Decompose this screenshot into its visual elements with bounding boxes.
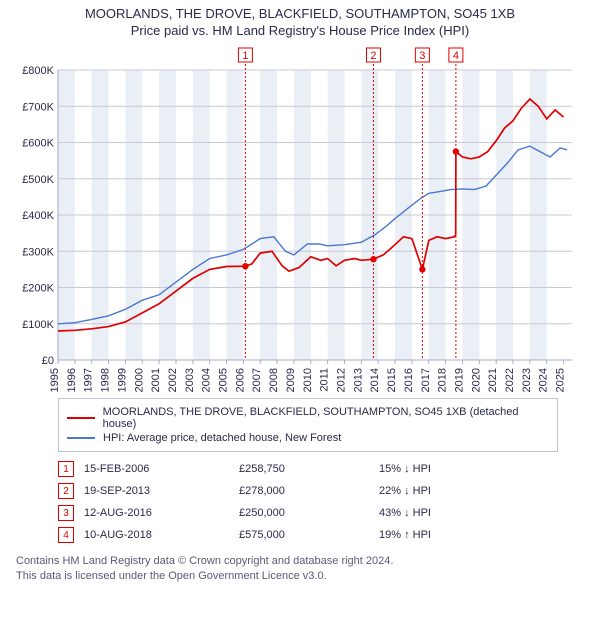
legend-swatch-hpi [67, 437, 95, 439]
legend-swatch-property [67, 417, 95, 419]
svg-text:2001: 2001 [150, 368, 162, 392]
footer-line-1: Contains HM Land Registry data © Crown c… [16, 554, 584, 569]
svg-text:1: 1 [242, 50, 248, 62]
svg-text:£700K: £700K [22, 101, 54, 113]
svg-text:2025: 2025 [555, 368, 567, 392]
svg-text:1996: 1996 [66, 368, 78, 392]
svg-text:£500K: £500K [22, 174, 54, 186]
svg-text:2022: 2022 [504, 368, 516, 392]
svg-text:2002: 2002 [167, 368, 179, 392]
svg-text:£600K: £600K [22, 138, 54, 150]
sale-marker-box: 3 [58, 505, 74, 521]
legend-item-hpi: HPI: Average price, detached house, New … [67, 432, 549, 444]
svg-text:2017: 2017 [420, 368, 432, 392]
svg-text:2016: 2016 [403, 368, 415, 392]
svg-text:2: 2 [370, 50, 376, 62]
svg-text:2003: 2003 [184, 368, 196, 392]
sale-date: 19-SEP-2013 [84, 485, 239, 497]
sale-price: £258,750 [239, 463, 379, 475]
svg-text:2006: 2006 [234, 368, 246, 392]
sale-date: 12-AUG-2016 [84, 507, 239, 519]
legend-label-property: MOORLANDS, THE DROVE, BLACKFIELD, SOUTHA… [103, 406, 549, 430]
svg-text:£100K: £100K [22, 319, 54, 331]
svg-text:4: 4 [453, 50, 459, 62]
sale-marker-box: 1 [58, 461, 74, 477]
svg-text:£400K: £400K [22, 210, 54, 222]
sale-marker-box: 4 [58, 527, 74, 543]
svg-text:2009: 2009 [285, 368, 297, 392]
svg-text:2011: 2011 [319, 368, 331, 392]
svg-text:£0: £0 [42, 355, 54, 367]
svg-text:2019: 2019 [453, 368, 465, 392]
legend-item-property: MOORLANDS, THE DROVE, BLACKFIELD, SOUTHA… [67, 406, 549, 430]
svg-text:2020: 2020 [470, 368, 482, 392]
svg-text:2015: 2015 [386, 368, 398, 392]
sale-price: £278,000 [239, 485, 379, 497]
svg-text:2023: 2023 [521, 368, 533, 392]
table-row: 1 15-FEB-2006 £258,750 15% ↓ HPI [58, 458, 584, 480]
svg-text:£300K: £300K [22, 246, 54, 258]
svg-text:3: 3 [419, 50, 425, 62]
sale-delta: 15% ↓ HPI [379, 463, 489, 475]
svg-text:2024: 2024 [538, 368, 550, 392]
svg-text:2012: 2012 [335, 368, 347, 392]
title-line-2: Price paid vs. HM Land Registry's House … [0, 23, 600, 38]
svg-text:£200K: £200K [22, 283, 54, 295]
svg-text:2010: 2010 [302, 368, 314, 392]
chart-svg: £0 £100K £200K £300K £400K £500K £600K £700K £80… [16, 42, 584, 392]
sale-date: 10-AUG-2018 [84, 529, 239, 541]
legend: MOORLANDS, THE DROVE, BLACKFIELD, SOUTHA… [58, 398, 558, 452]
sale-price: £250,000 [239, 507, 379, 519]
svg-text:1997: 1997 [83, 368, 95, 392]
table-row: 2 19-SEP-2013 £278,000 22% ↓ HPI [58, 480, 584, 502]
svg-text:1995: 1995 [49, 368, 61, 392]
svg-text:2014: 2014 [369, 368, 381, 392]
sale-date: 15-FEB-2006 [84, 463, 239, 475]
legend-label-hpi: HPI: Average price, detached house, New … [103, 432, 341, 444]
svg-text:1998: 1998 [100, 368, 112, 392]
footer: Contains HM Land Registry data © Crown c… [16, 554, 584, 584]
svg-text:2018: 2018 [437, 368, 449, 392]
svg-text:2004: 2004 [201, 368, 213, 392]
svg-text:2007: 2007 [251, 368, 263, 392]
svg-text:2000: 2000 [133, 368, 145, 392]
svg-text:2021: 2021 [487, 368, 499, 392]
svg-text:1999: 1999 [116, 368, 128, 392]
svg-text:2005: 2005 [218, 368, 230, 392]
sale-delta: 43% ↓ HPI [379, 507, 489, 519]
sale-delta: 19% ↑ HPI [379, 529, 489, 541]
footer-line-2: This data is licensed under the Open Gov… [16, 569, 584, 584]
sale-delta: 22% ↓ HPI [379, 485, 489, 497]
price-chart: £0 £100K £200K £300K £400K £500K £600K £700K £80… [16, 42, 584, 392]
svg-text:£800K: £800K [22, 65, 54, 77]
svg-text:2013: 2013 [352, 368, 364, 392]
title-line-1: MOORLANDS, THE DROVE, BLACKFIELD, SOUTHA… [0, 6, 600, 21]
sales-table: 1 15-FEB-2006 £258,750 15% ↓ HPI 2 19-SE… [58, 458, 584, 546]
table-row: 3 12-AUG-2016 £250,000 43% ↓ HPI [58, 502, 584, 524]
sale-price: £575,000 [239, 529, 379, 541]
table-row: 4 10-AUG-2018 £575,000 19% ↑ HPI [58, 524, 584, 546]
sale-marker-box: 2 [58, 483, 74, 499]
svg-text:2008: 2008 [268, 368, 280, 392]
